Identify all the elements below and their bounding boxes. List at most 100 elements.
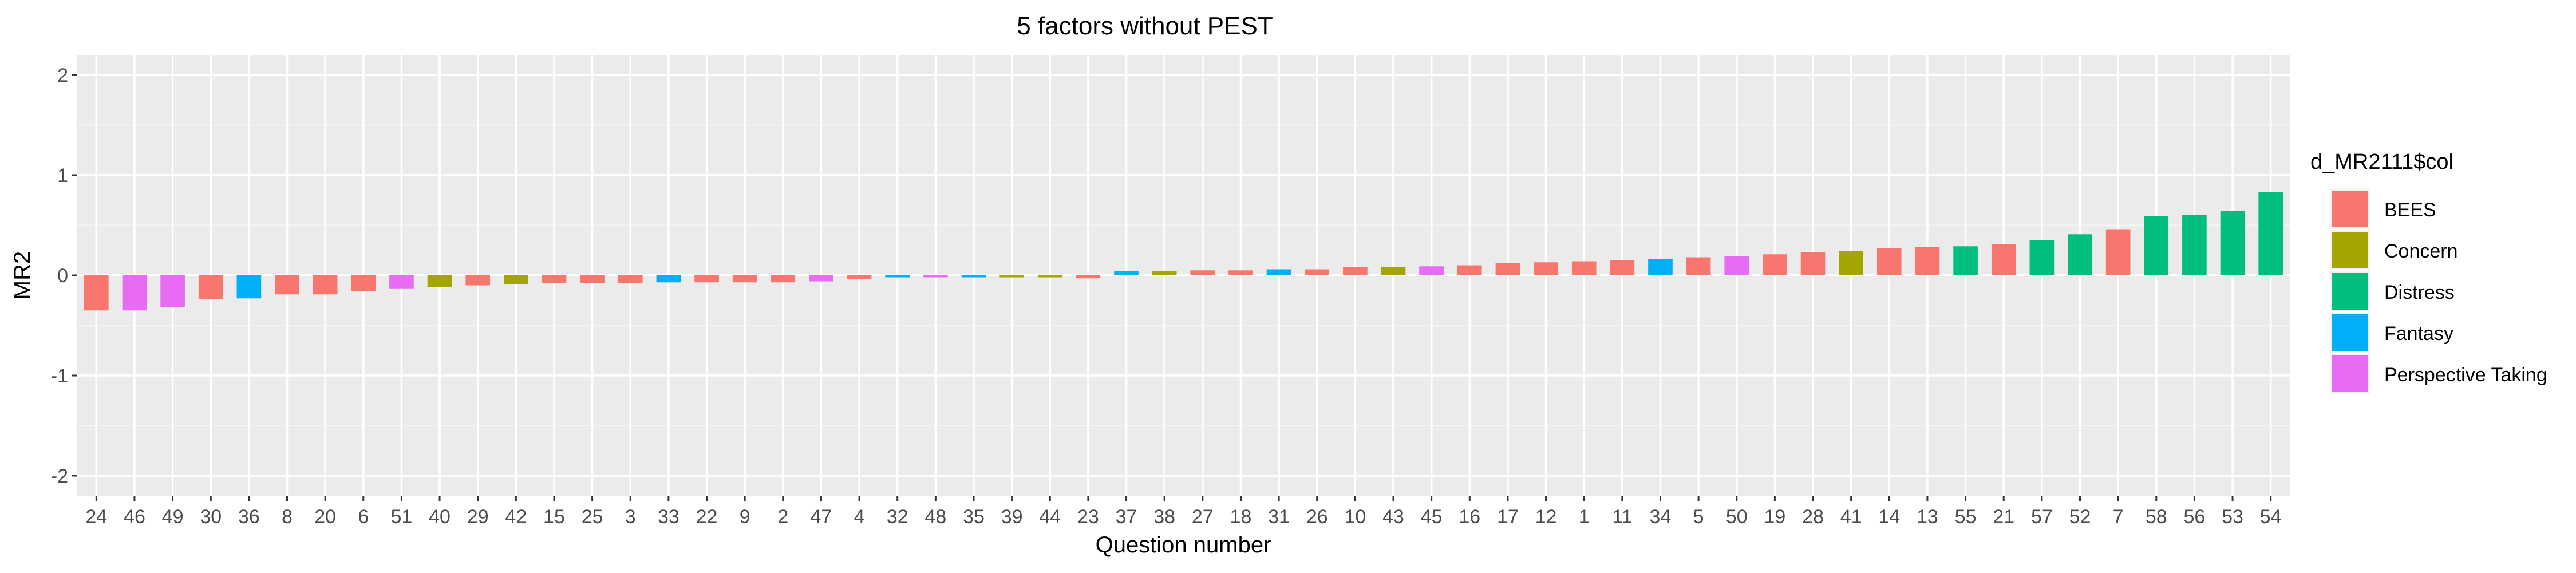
bar-q17: [1495, 263, 1520, 275]
bar-q27: [1190, 270, 1215, 275]
x-tick-label: 10: [1344, 506, 1366, 528]
legend-label: Concern: [2384, 240, 2458, 262]
legend-key-swatch: [2332, 355, 2368, 392]
bar-q52: [2068, 234, 2092, 275]
bar-q21: [1991, 244, 2016, 275]
bar-q7: [2105, 229, 2131, 275]
bar-q8: [275, 275, 299, 295]
legend-label: Distress: [2384, 282, 2455, 303]
x-tick-label: 36: [238, 506, 260, 528]
bar-q37: [1114, 271, 1139, 275]
x-tick-label: 15: [543, 506, 565, 528]
bar-q42: [504, 275, 528, 284]
bar-q36: [236, 275, 262, 299]
bar-q50: [1724, 256, 1749, 275]
x-tick-label: 37: [1116, 506, 1137, 528]
bar-q40: [427, 275, 452, 287]
x-tick-label: 25: [582, 506, 603, 528]
bar-q56: [2182, 215, 2207, 275]
x-tick-label: 44: [1039, 506, 1061, 528]
x-tick-label: 30: [200, 506, 222, 528]
bar-q20: [313, 275, 338, 295]
bar-q15: [542, 275, 567, 283]
bar-q58: [2144, 216, 2169, 275]
x-tick-label: 21: [1993, 506, 2014, 528]
legend-label: Perspective Taking: [2384, 364, 2547, 386]
x-tick-label: 57: [2031, 506, 2053, 528]
bar-q35: [961, 275, 986, 278]
bar-q26: [1305, 269, 1330, 275]
bar-q1: [1571, 261, 1597, 275]
x-tick-label: 27: [1192, 506, 1214, 528]
bar-q12: [1534, 262, 1558, 275]
bar-q14: [1876, 248, 1902, 275]
x-tick-label: 45: [1421, 506, 1443, 528]
legend-key-swatch: [2332, 314, 2368, 351]
x-tick-label: 9: [740, 506, 750, 528]
bar-q11: [1610, 260, 1635, 275]
y-tick-label: 0: [57, 265, 68, 287]
bar-q28: [1800, 252, 1826, 275]
legend-key-swatch: [2332, 232, 2368, 268]
bar-q30: [198, 275, 223, 299]
bar-q32: [885, 275, 910, 278]
x-tick-label: 47: [811, 506, 832, 528]
x-tick-label: 42: [505, 506, 527, 528]
x-tick-label: 29: [467, 506, 489, 528]
bar-q23: [1076, 275, 1101, 279]
chart-title: 5 factors without PEST: [1017, 12, 1273, 40]
bar-q39: [999, 275, 1024, 278]
y-tick-label: 1: [57, 165, 68, 187]
bar-q34: [1648, 259, 1673, 275]
x-tick-label: 7: [2113, 506, 2124, 528]
bar-q46: [122, 275, 147, 311]
bar-q31: [1266, 269, 1291, 275]
x-tick-label: 6: [358, 506, 369, 528]
x-tick-label: 1: [1579, 506, 1590, 528]
legend-label: BEES: [2384, 199, 2436, 221]
bar-q43: [1381, 267, 1406, 275]
x-axis: 24 46 49 30 36 8 20 6 51 40 29 42 15 25 3 33 22 9 2 47 4 32 48…: [85, 496, 2282, 528]
bar-q47: [809, 275, 833, 282]
x-tick-label: 2: [777, 506, 788, 528]
bar-q18: [1228, 270, 1253, 275]
x-tick-label: 31: [1268, 506, 1290, 528]
bar-q4: [847, 275, 872, 279]
x-tick-label: 20: [314, 506, 336, 528]
legend-key-swatch: [2332, 191, 2368, 227]
x-tick-label: 46: [124, 506, 145, 528]
x-tick-label: 8: [282, 506, 293, 528]
x-tick-label: 5: [1693, 506, 1704, 528]
x-tick-label: 32: [887, 506, 908, 528]
x-tick-label: 3: [625, 506, 636, 528]
bar-q10: [1343, 267, 1368, 275]
bar-q19: [1763, 254, 1787, 275]
bar-q41: [1839, 251, 1863, 275]
x-tick-label: 38: [1153, 506, 1175, 528]
bar-q54: [2258, 192, 2283, 275]
x-tick-label: 53: [2222, 506, 2243, 528]
bar-q24: [84, 275, 109, 311]
y-axis: -2 -1 0 1 2: [51, 65, 77, 487]
bar-q48: [923, 275, 948, 278]
x-tick-label: 22: [696, 506, 718, 528]
legend: d_MR2111$col BEES Concern Distress Fantasy P…: [2310, 150, 2547, 394]
x-tick-label: 49: [162, 506, 184, 528]
legend-key-swatch: [2332, 273, 2368, 310]
x-tick-label: 19: [1764, 506, 1785, 528]
bar-q49: [160, 275, 185, 307]
x-tick-label: 39: [1001, 506, 1023, 528]
x-tick-label: 54: [2260, 506, 2282, 528]
x-tick-label: 56: [2183, 506, 2205, 528]
legend-label: Fantasy: [2384, 323, 2453, 345]
bar-q5: [1686, 257, 1711, 275]
bar-q22: [694, 275, 719, 283]
x-tick-label: 26: [1306, 506, 1328, 528]
x-tick-label: 40: [429, 506, 451, 528]
x-tick-label: 33: [658, 506, 679, 528]
x-tick-label: 12: [1535, 506, 1557, 528]
bar-q44: [1037, 275, 1062, 278]
bar-q33: [656, 275, 681, 283]
x-tick-label: 16: [1459, 506, 1480, 528]
